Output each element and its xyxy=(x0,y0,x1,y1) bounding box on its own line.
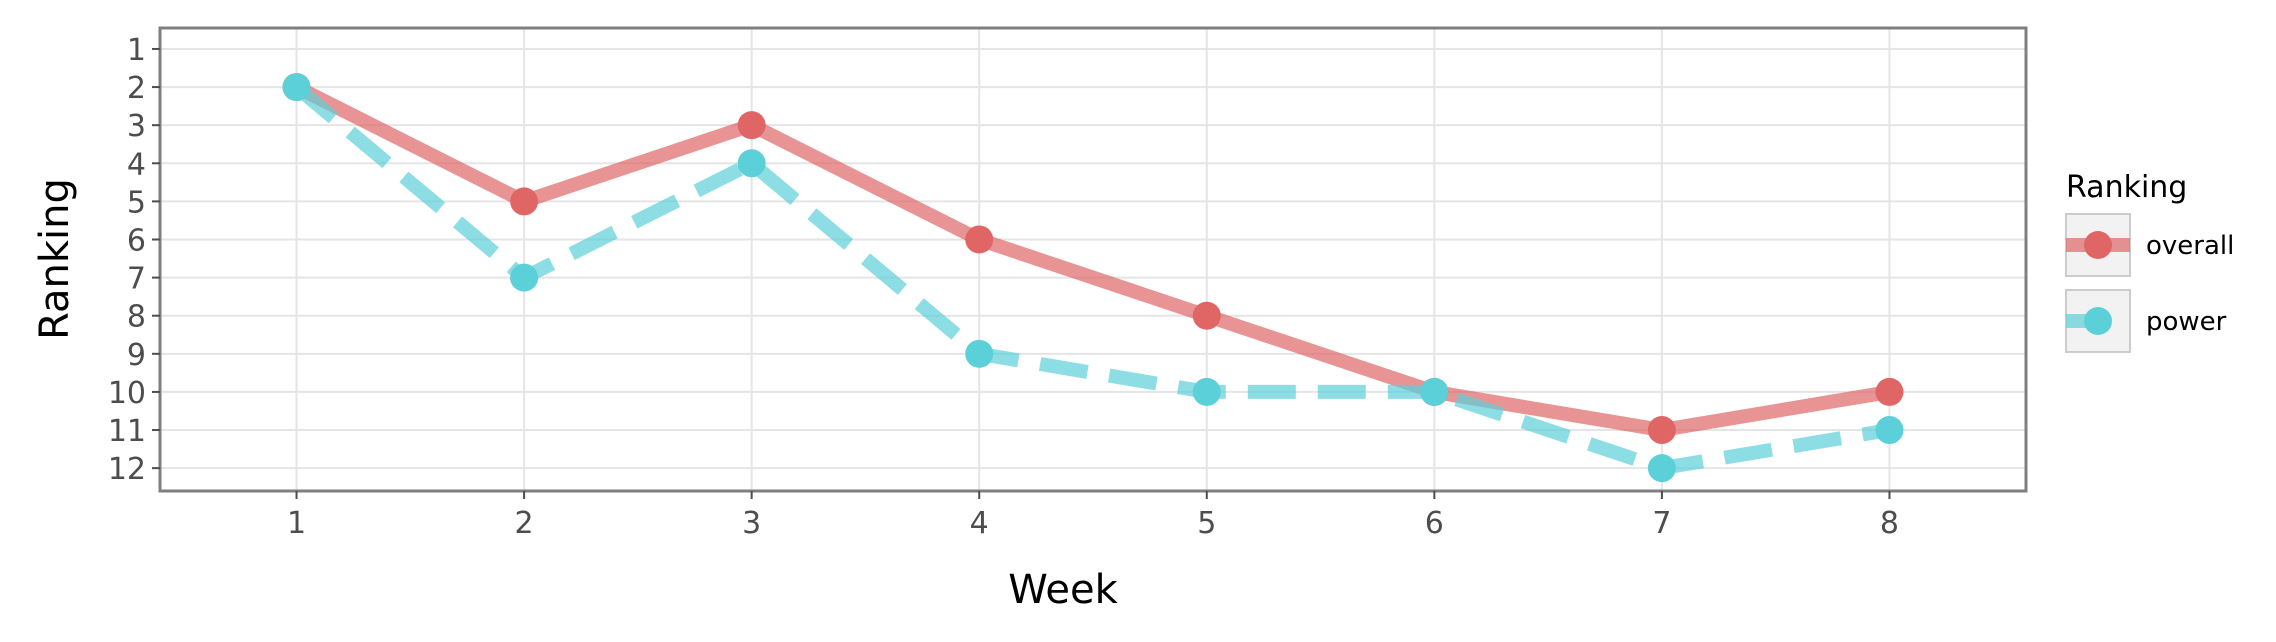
y-tick-label: 1 xyxy=(127,33,146,68)
data-point-power xyxy=(510,263,539,292)
y-tick-label: 9 xyxy=(127,338,146,373)
y-tick-label: 5 xyxy=(127,185,146,220)
y-tick-label: 4 xyxy=(127,147,146,182)
data-point-overall xyxy=(510,187,539,216)
series-overall xyxy=(282,73,1904,445)
data-point-overall xyxy=(1647,416,1676,445)
legend-item-power: power xyxy=(2065,289,2227,353)
legend-item-overall: overall xyxy=(2065,213,2234,277)
x-tick-label: 8 xyxy=(1880,506,1899,541)
data-point-power xyxy=(737,149,766,178)
x-tick-label: 1 xyxy=(287,506,306,541)
y-tick-label: 2 xyxy=(127,71,146,106)
series-line-power xyxy=(292,81,1891,476)
y-tick-label: 6 xyxy=(127,223,146,258)
series-line-overall xyxy=(293,80,1891,438)
y-tick-label: 12 xyxy=(108,452,146,487)
x-tick-label: 5 xyxy=(1197,506,1216,541)
legend-key-marker xyxy=(2084,307,2112,335)
data-point-power xyxy=(1192,377,1221,406)
y-axis-title: Ranking xyxy=(32,178,78,340)
x-tick-label: 7 xyxy=(1652,506,1671,541)
series-power xyxy=(282,73,1904,483)
y-tick-label: 7 xyxy=(127,262,146,297)
data-point-power xyxy=(1875,416,1904,445)
data-point-power xyxy=(1420,377,1449,406)
data-point-overall xyxy=(965,225,994,254)
plot-panel-border xyxy=(158,26,2028,493)
legend-label: power xyxy=(2146,307,2227,337)
legend: Ranking overall power xyxy=(2065,170,2234,353)
y-tick-label: 11 xyxy=(108,414,146,449)
data-point-power xyxy=(965,339,994,368)
data-point-overall xyxy=(737,111,766,140)
legend-title: Ranking xyxy=(2066,170,2187,205)
grid xyxy=(160,28,2026,491)
x-tick-label: 6 xyxy=(1425,506,1444,541)
legend-label: overall xyxy=(2146,231,2234,261)
legend-key-marker xyxy=(2084,231,2112,259)
y-tick-label: 10 xyxy=(108,376,146,411)
y-tick-label: 8 xyxy=(127,300,146,335)
y-tick-label: 3 xyxy=(127,109,146,144)
x-tick-label: 4 xyxy=(970,506,989,541)
x-axis-title: Week xyxy=(1008,567,1118,613)
x-tick-label: 3 xyxy=(742,506,761,541)
data-point-power xyxy=(1647,454,1676,483)
x-tick-label: 2 xyxy=(515,506,534,541)
data-point-overall xyxy=(1192,301,1221,330)
series-layer xyxy=(282,73,1904,483)
data-point-overall xyxy=(1875,377,1904,406)
x-axis-ticks: 1 2 3 4 5 6 7 8 xyxy=(287,491,1899,541)
data-point-power xyxy=(282,73,311,102)
